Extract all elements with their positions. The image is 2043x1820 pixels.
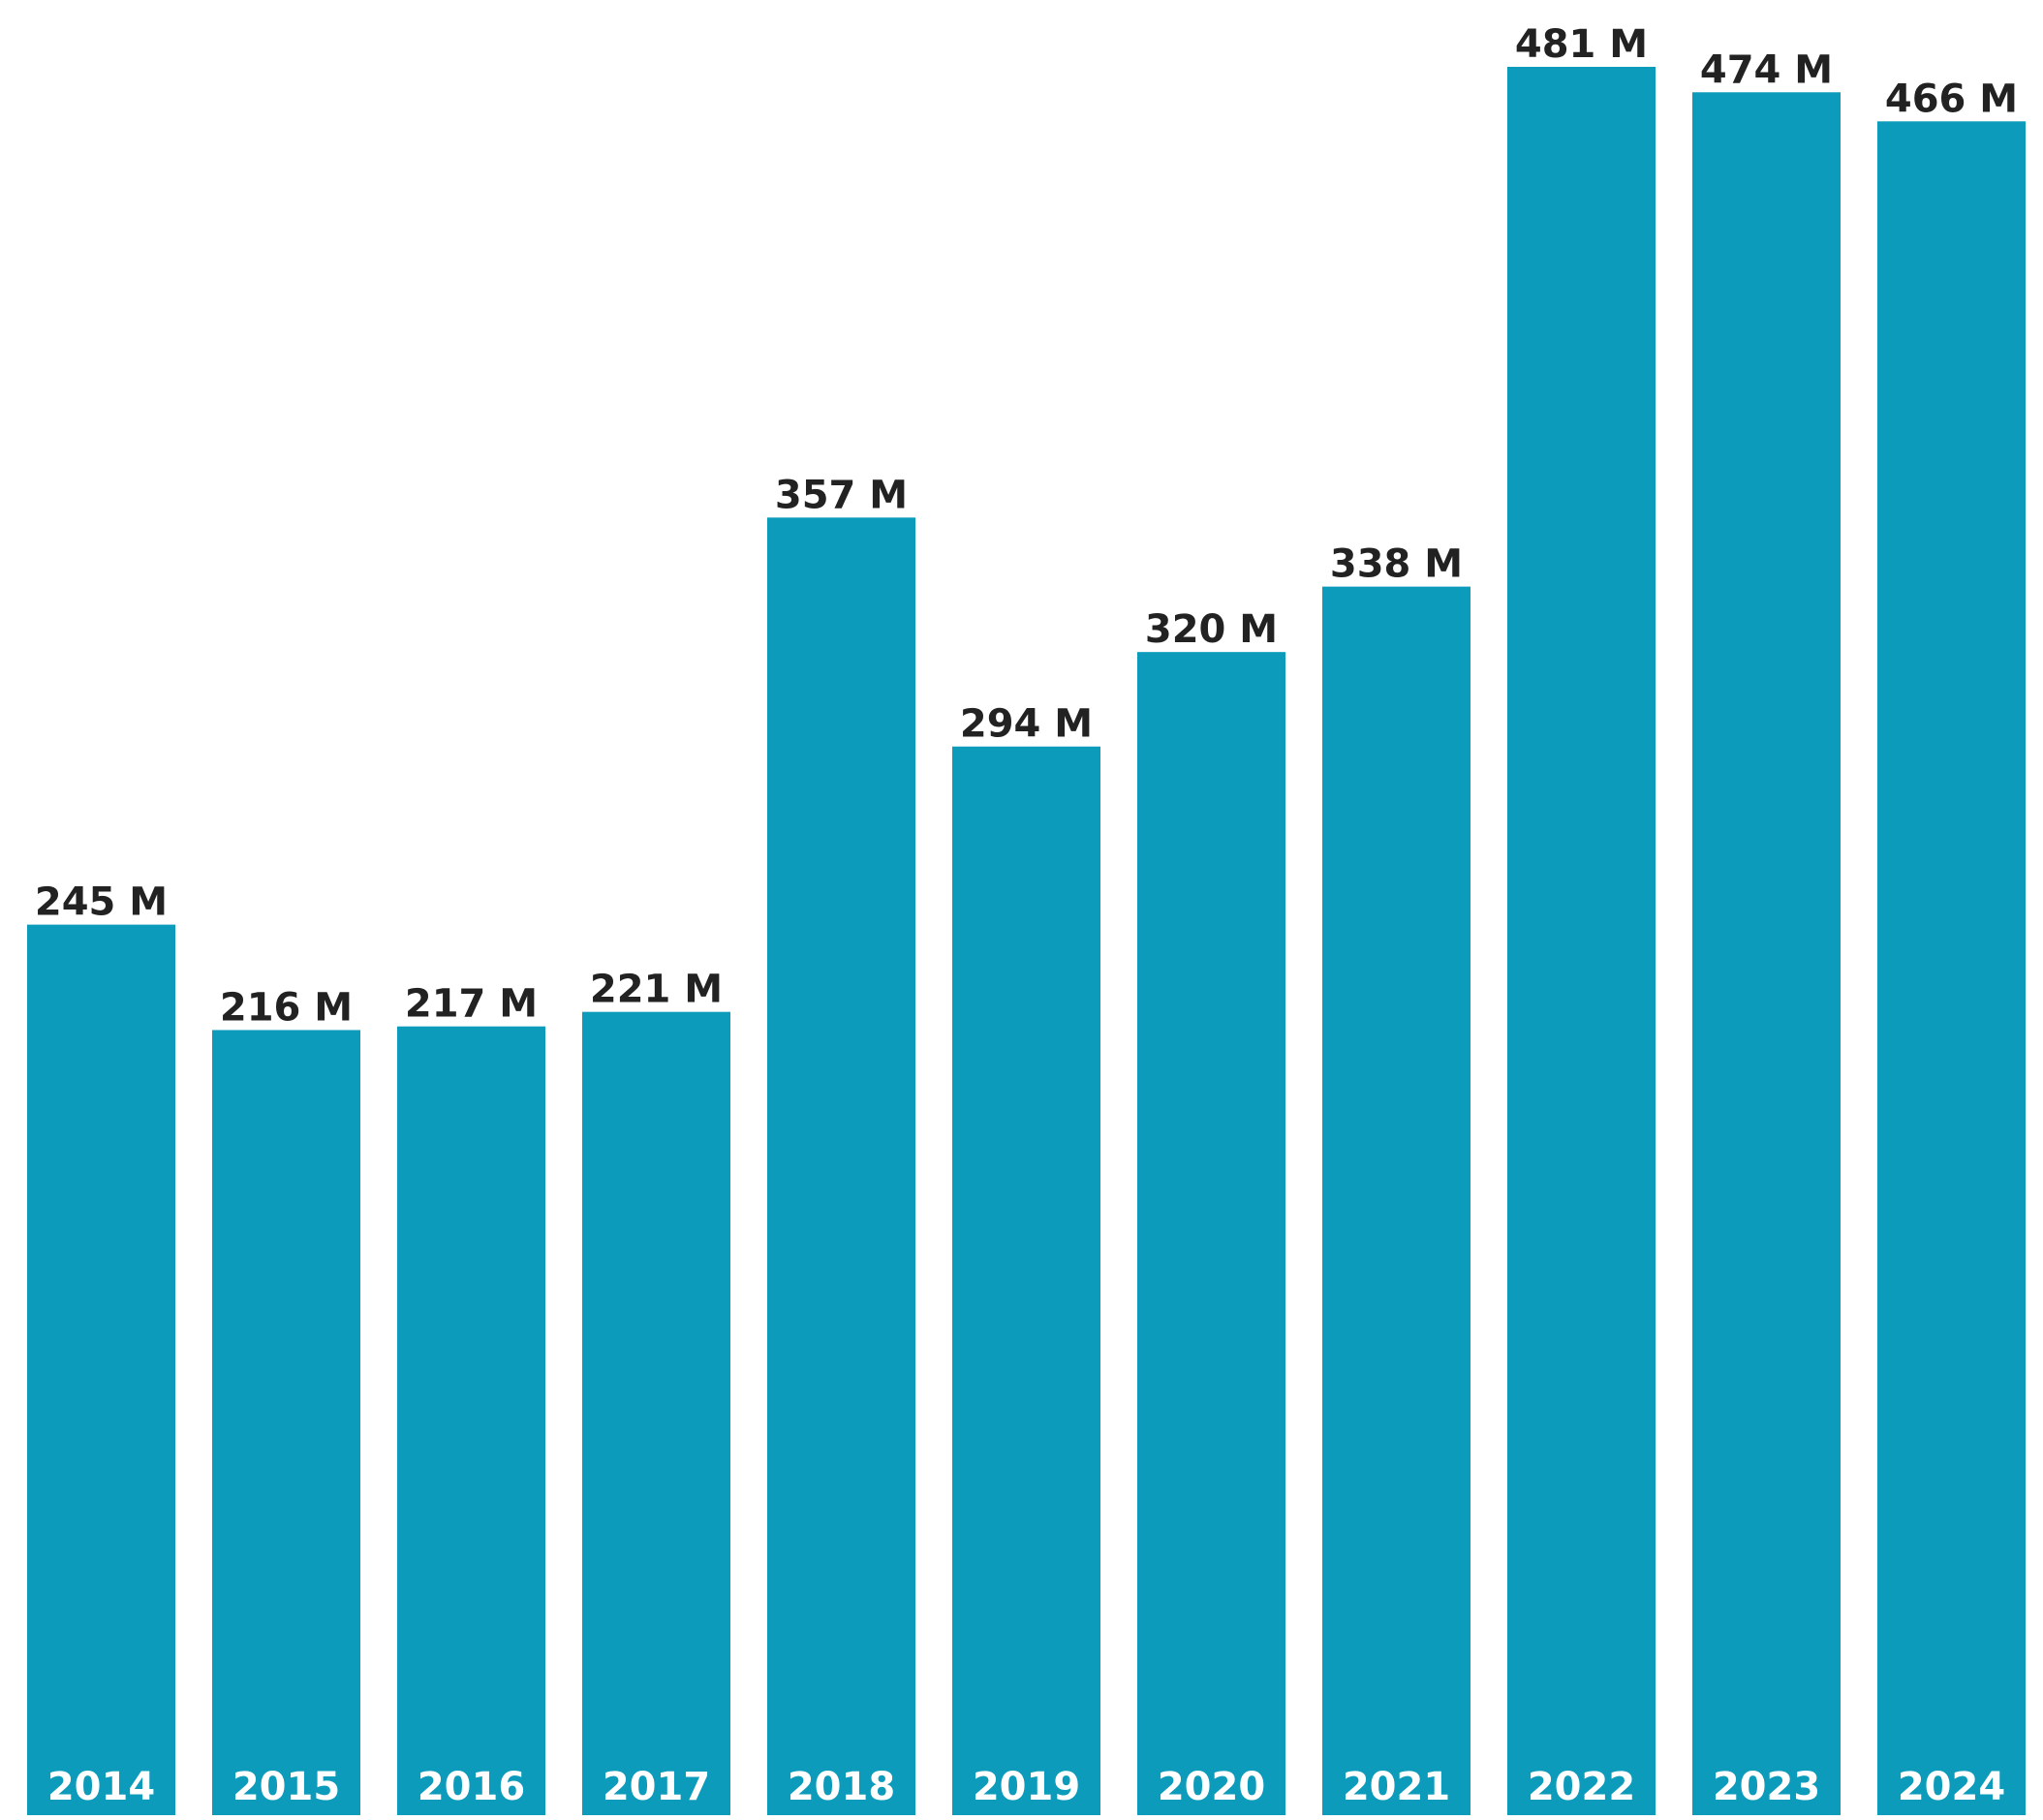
category-label-2016: 2016 [418,1765,525,1809]
bar-value-label-2022: 481 M [1515,22,1648,67]
category-label-2018: 2018 [788,1765,895,1809]
bar-value-label-2020: 320 M [1145,607,1278,652]
bar-value-label-2021: 338 M [1330,542,1463,587]
bar-2016 [397,1026,545,1815]
category-label-2023: 2023 [1713,1765,1820,1809]
bar-2020 [1137,652,1285,1815]
bar-value-label-2014: 245 M [35,880,168,925]
bar-value-label-2019: 294 M [960,702,1093,747]
bar-2022 [1507,67,1656,1815]
category-label-2019: 2019 [973,1765,1080,1809]
bar-value-label-2017: 221 M [590,968,723,1012]
category-label-2020: 2020 [1158,1765,1265,1809]
bar-2019 [952,746,1100,1815]
bar-2023 [1692,92,1841,1815]
bar-value-label-2015: 216 M [220,985,353,1030]
bar-value-label-2023: 474 M [1700,47,1833,92]
bar-2021 [1322,586,1470,1816]
bar-value-label-2018: 357 M [775,473,908,517]
bar-2024 [1877,121,2026,1816]
category-label-2017: 2017 [603,1765,710,1809]
category-label-2021: 2021 [1343,1765,1450,1809]
bar-2014 [27,924,175,1815]
category-label-2024: 2024 [1898,1765,2005,1809]
category-label-2022: 2022 [1528,1765,1635,1809]
bars-group [27,67,2026,1816]
bar-value-label-2016: 217 M [405,982,538,1027]
bar-2018 [767,517,915,1815]
category-label-2015: 2015 [232,1765,340,1809]
value-labels-group: 245 M 216 M 217 M 221 M 357 M 294 M 320 M 338 M… [35,22,2018,1030]
bar-2015 [212,1030,360,1815]
category-labels-group: 2014 2015 2016 2017 2018 2019 2020 2021 2022 2023… [47,1765,2005,1809]
category-label-2014: 2014 [47,1765,155,1809]
bar-value-label-2024: 466 M [1885,77,2018,121]
bar-2017 [582,1011,730,1815]
